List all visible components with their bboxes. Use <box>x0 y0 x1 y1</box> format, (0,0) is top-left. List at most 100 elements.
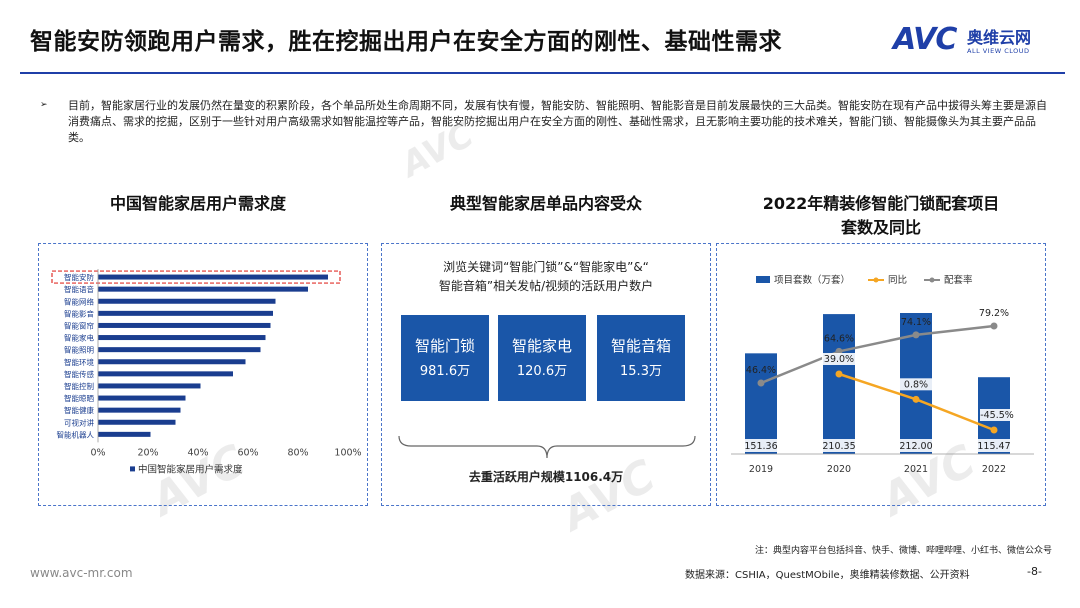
category-label: 智能安防 <box>64 272 94 282</box>
bar <box>823 314 855 454</box>
legend-swatch <box>756 276 770 283</box>
header-divider <box>20 72 1065 74</box>
data-label-bg <box>821 439 857 452</box>
footnote: 注：典型内容平台包括抖音、快手、微博、哔哩哔哩、小红书、微信公众号 <box>754 546 1052 556</box>
data-label-bg <box>899 378 933 391</box>
data-label-bg <box>976 439 1012 452</box>
stat-card-label: 智能家电 <box>511 337 572 355</box>
category-label: 智能环境 <box>64 357 94 367</box>
bar <box>98 407 181 413</box>
category-label: 智能语音 <box>64 284 94 294</box>
stat-card-smart-appliance: 智能家电 120.6万 <box>498 315 586 401</box>
bar <box>98 359 246 365</box>
right-panel-title: 2022年精装修智能门锁配套项目 套数及同比 <box>716 192 1046 240</box>
legend-swatch <box>130 466 135 472</box>
category-label: 智能传感 <box>64 369 94 379</box>
stat-card-label: 智能音箱 <box>610 337 671 355</box>
x-tick-label: 100% <box>334 447 361 458</box>
page-title: 智能安防领跑用户需求，胜在挖掘出用户在安全方面的刚性、基础性需求 <box>30 29 782 55</box>
stat-card-value: 981.6万 <box>419 364 471 379</box>
line-data-label: 79.2% <box>979 308 1009 319</box>
category-label: 智能晾晒 <box>64 393 94 403</box>
line-data-label: -45.5% <box>980 410 1014 421</box>
right-panel-frame <box>716 243 1046 506</box>
intro-paragraph: 目前，智能家居行业的发展仍然在量变的积累阶段，各个单品所处生命周期不同，发展有快… <box>68 99 1047 144</box>
bar <box>98 286 308 292</box>
line-marker <box>990 426 998 434</box>
x-tick-label: 2022 <box>982 464 1006 475</box>
x-tick-label: 2019 <box>749 464 773 475</box>
x-tick-label: 80% <box>287 447 308 458</box>
category-label: 智能窗帘 <box>64 320 94 330</box>
bullet-arrow-icon: ➢ <box>40 100 48 110</box>
dedup-total-label: 去重活跃用户规模1106.4万 <box>468 470 624 484</box>
legend-label: 配套率 <box>944 274 973 286</box>
category-label: 智能影音 <box>64 308 94 318</box>
left-panel-title: 中国智能家居用户需求度 <box>109 194 286 213</box>
bar-data-label: 151.36 <box>744 441 777 452</box>
stat-card-smart-lock: 智能门锁 981.6万 <box>401 315 489 401</box>
bar <box>98 347 261 353</box>
bar <box>98 274 328 280</box>
data-label-bg <box>898 439 934 452</box>
line-marker <box>757 379 765 387</box>
left-panel-frame <box>38 243 368 506</box>
bar <box>98 431 151 437</box>
middle-panel-title: 典型智能家居单品内容受众 <box>449 194 642 213</box>
category-label: 智能机器人 <box>57 429 95 439</box>
data-label-bg <box>822 353 856 365</box>
stat-card-label: 智能门锁 <box>414 337 475 355</box>
bar-data-label: 115.47 <box>977 441 1010 452</box>
data-label-bg <box>743 439 779 452</box>
logo-english-name: ALL VIEW CLOUD <box>967 47 1030 55</box>
legend-marker <box>873 277 879 283</box>
logo-chinese-name: 奥维云网 <box>967 28 1032 47</box>
audience-caption: 浏览关键词“智能门锁”&“智能家电”&“ 智能音箱”相关发帖/视频的活跃用户数户 <box>381 258 711 296</box>
legend-label: 项目套数（万套） <box>774 274 850 286</box>
line-data-label: 0.8% <box>904 379 928 390</box>
x-tick-label: 40% <box>187 447 208 458</box>
line-marker <box>912 331 920 339</box>
legend-label: 同比 <box>888 274 907 286</box>
x-tick-label: 20% <box>137 447 158 458</box>
audience-caption-line2: 智能音箱”相关发帖/视频的活跃用户数户 <box>438 279 654 293</box>
line-data-label: 64.6% <box>824 333 854 344</box>
category-label: 智能控制 <box>64 381 94 391</box>
stat-card-value: 15.3万 <box>620 364 662 379</box>
line-marker <box>835 370 843 378</box>
bar <box>98 322 271 328</box>
bar <box>98 419 176 425</box>
right-panel-title-line2: 套数及同比 <box>840 218 921 237</box>
audience-caption-line1: 浏览关键词“智能门锁”&“智能家电”&“ <box>443 260 649 274</box>
category-label: 智能家电 <box>64 333 94 343</box>
page-number: -8- <box>1027 565 1042 578</box>
avc-logo: AVC 奥维云网 ALL VIEW CLOUD <box>893 18 1063 64</box>
bar-data-label: 212.00 <box>899 441 932 452</box>
x-tick-label: 2020 <box>827 464 851 475</box>
category-label: 智能网络 <box>64 296 94 306</box>
bar <box>98 310 273 316</box>
demand-bar-chart: 智能安防智能语音智能网络智能影音智能窗帘智能家电智能照明智能环境智能传感智能控制… <box>51 269 362 475</box>
data-source: 数据来源：CSHIA，QuestMObile，奥维精装修数据、公开资料 <box>685 570 970 581</box>
legend-marker <box>929 277 935 283</box>
x-tick-label: 0% <box>90 447 105 458</box>
bar <box>98 298 276 304</box>
line-marker <box>912 395 920 403</box>
stat-card-value: 120.6万 <box>516 364 568 379</box>
right-panel-title-line1: 2022年精装修智能门锁配套项目 <box>762 194 1000 213</box>
data-label-bg <box>980 409 1014 421</box>
line-data-label: 39.0% <box>824 354 854 365</box>
stat-card-smart-speaker: 智能音箱 15.3万 <box>597 315 685 401</box>
line-data-label: 46.4% <box>746 365 776 376</box>
logo-mark: AVC <box>893 22 957 57</box>
bar <box>98 371 233 377</box>
x-tick-label: 60% <box>237 447 258 458</box>
line-series <box>760 324 995 385</box>
legend-label: 中国智能家居用户需求度 <box>138 463 243 475</box>
category-label: 智能健康 <box>64 405 94 415</box>
category-label: 可视对讲 <box>64 417 94 427</box>
bar <box>98 335 266 341</box>
category-label: 智能照明 <box>64 345 94 355</box>
line-data-label: 74.1% <box>901 317 931 328</box>
bar-data-label: 210.35 <box>822 441 855 452</box>
